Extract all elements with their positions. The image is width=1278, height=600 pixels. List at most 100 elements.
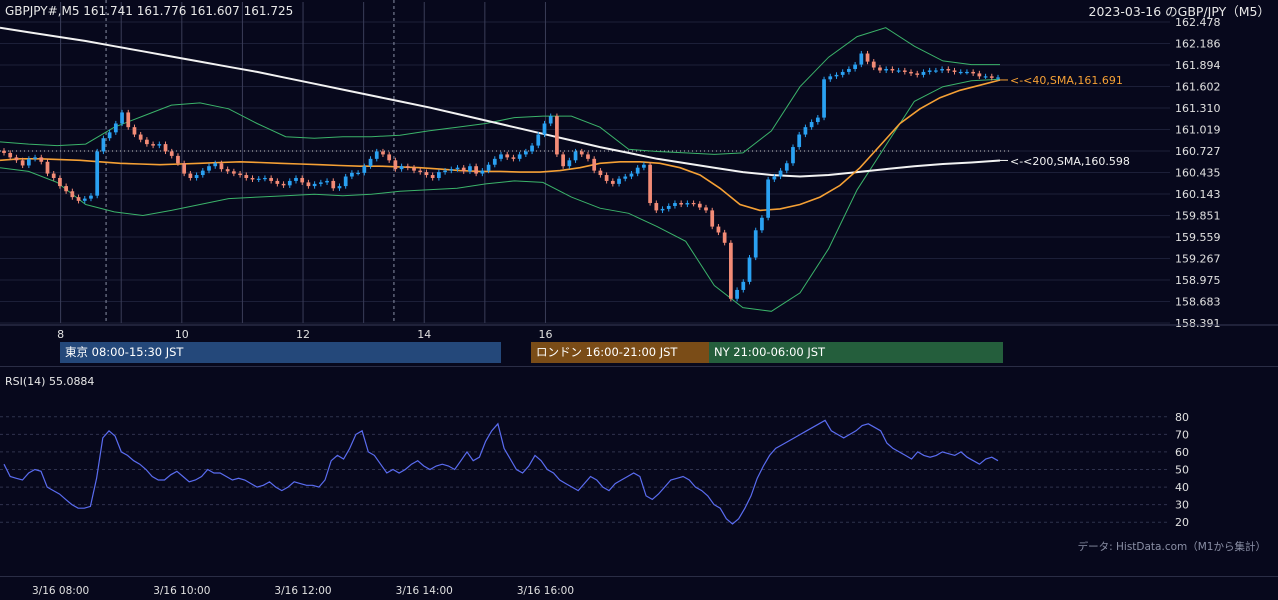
chart-title: 2023-03-16 のGBP/JPY（M5）: [1088, 4, 1270, 19]
candle-body: [312, 183, 317, 187]
candle-body: [76, 197, 81, 201]
candle-body: [511, 157, 516, 159]
candle-body: [809, 122, 814, 128]
candle-body: [132, 127, 137, 135]
candle-body: [828, 76, 833, 80]
candle-body: [238, 173, 242, 176]
candle-body: [281, 183, 286, 186]
time-tick-label: 3/16 16:00: [517, 585, 574, 597]
candle-body: [200, 170, 205, 176]
candle-body: [418, 170, 423, 173]
candle-body: [536, 134, 541, 146]
candle-body: [871, 61, 876, 68]
candle-body: [387, 154, 392, 161]
rsi-line: [3, 419, 999, 525]
candle-body: [430, 175, 435, 178]
candle-body: [64, 186, 68, 192]
price-tick-label: 159.267: [1175, 252, 1221, 265]
candle-body: [902, 70, 907, 72]
candle-body: [610, 180, 615, 184]
session-london: ロンドン 16:00-21:00 JST: [531, 342, 709, 363]
candle-body: [728, 242, 733, 299]
candle-body: [287, 180, 292, 186]
candle-body: [101, 138, 106, 152]
candle-body: [294, 177, 298, 181]
candle-body: [350, 172, 354, 177]
candle-body: [20, 160, 25, 166]
candle-body: [169, 151, 174, 156]
candle-body: [573, 151, 578, 161]
candle-body: [157, 144, 162, 146]
candle-body: [213, 163, 218, 167]
candle-body: [437, 172, 441, 178]
candle-body: [8, 152, 13, 158]
candle-body: [368, 158, 373, 167]
candle-body: [865, 53, 870, 62]
hour-tick-label: 8: [57, 328, 64, 341]
candle-body: [399, 166, 404, 170]
candle-body: [797, 134, 802, 148]
candle-body: [989, 76, 994, 78]
hour-tick-label: 14: [417, 328, 431, 341]
source-note: データ: HistData.com（M1から集計）: [1077, 541, 1266, 553]
candle-body: [890, 68, 895, 71]
bollinger-bands: [0, 27, 1001, 312]
candle-body: [126, 112, 131, 128]
price-tick-label: 160.143: [1175, 188, 1221, 201]
candle-body: [654, 203, 659, 211]
candle-body: [182, 163, 187, 174]
candle-body: [58, 177, 62, 187]
price-tick-label: 159.851: [1175, 209, 1221, 222]
panel-divider: [0, 366, 1278, 367]
candle-body: [946, 68, 951, 71]
candle-body: [151, 144, 155, 146]
candle-body: [909, 71, 913, 74]
session-newyork: NY 21:00-06:00 JST: [709, 342, 1003, 363]
price-grid: 162.478 162.186 161.894 161.602 161.310 161.0…: [0, 0, 1278, 341]
hour-tick-label: 10: [175, 328, 189, 341]
candle-body: [424, 172, 429, 176]
candle-body: [741, 281, 746, 290]
candle-body: [965, 71, 969, 74]
rsi-tick-label: 40: [1175, 481, 1189, 494]
candle-body: [679, 203, 684, 205]
candle-body: [145, 139, 149, 145]
sma200-line: [0, 26, 1001, 178]
candle-body: [617, 178, 621, 184]
candle-body: [660, 208, 665, 211]
candle-body: [219, 163, 224, 170]
candle-body: [82, 198, 87, 201]
candle-body: [778, 170, 783, 177]
candle-body: [461, 167, 466, 172]
candle-body: [791, 147, 795, 164]
candle-body: [530, 145, 534, 152]
candle-body: [517, 154, 522, 159]
candle-body: [343, 176, 348, 187]
candle-body: [362, 166, 367, 173]
candle-body: [480, 170, 485, 174]
candle-body: [847, 68, 851, 72]
candle-body: [33, 157, 37, 159]
candle-body: [940, 68, 944, 71]
candle-body: [673, 203, 677, 206]
candle-body: [977, 73, 982, 77]
candle-body: [934, 70, 938, 72]
candle-body: [443, 170, 447, 173]
candle-body: [996, 77, 1000, 79]
candle-body: [592, 158, 597, 171]
candle-body: [337, 186, 342, 189]
candle-body: [772, 176, 777, 180]
candle-body: [666, 205, 671, 209]
candle-body: [629, 173, 634, 177]
candle-body: [722, 232, 727, 243]
candle-body: [95, 151, 100, 196]
price-tick-label: 161.894: [1175, 59, 1221, 72]
candle-body: [697, 203, 702, 208]
candle-body: [14, 157, 19, 161]
candle-body: [822, 79, 826, 118]
candle-body: [704, 207, 708, 211]
candle-body: [853, 64, 857, 69]
candle-body: [194, 175, 199, 178]
candle-body: [784, 163, 789, 171]
